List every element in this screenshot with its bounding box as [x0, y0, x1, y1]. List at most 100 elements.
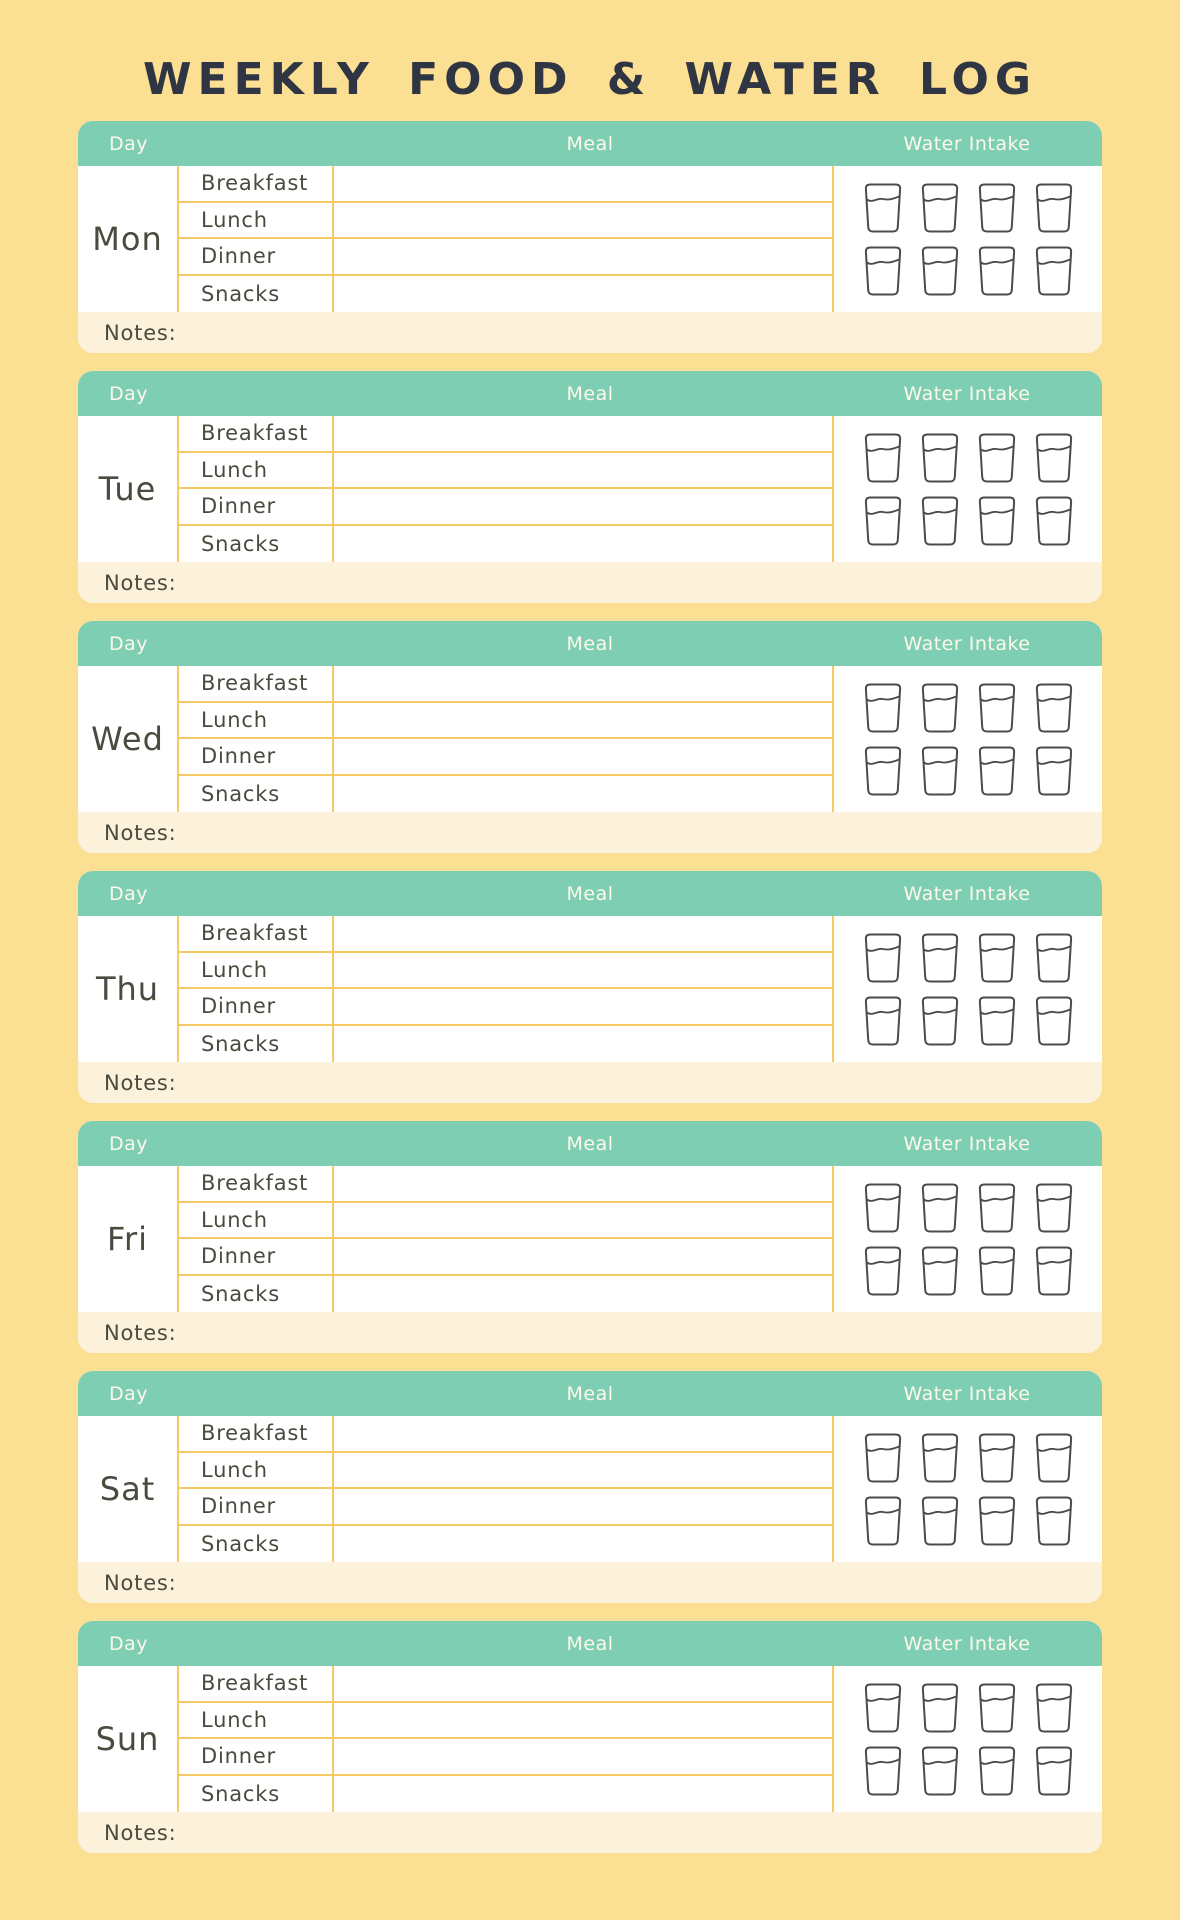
card-header: Day Meal Water Intake [78, 1621, 1102, 1666]
water-glass-icon[interactable] [864, 933, 902, 983]
meal-entry-field[interactable] [334, 203, 832, 238]
meal-entry-field[interactable] [334, 666, 832, 701]
water-glass-icon[interactable] [921, 1246, 959, 1296]
water-glass-icon[interactable] [921, 1496, 959, 1546]
water-glass-icon[interactable] [1035, 1433, 1073, 1483]
water-glass-icon[interactable] [921, 1683, 959, 1733]
water-glass-icon[interactable] [921, 433, 959, 483]
meal-entry-field[interactable] [334, 916, 832, 951]
meal-entry-field[interactable] [334, 1239, 832, 1274]
water-glass-icon[interactable] [978, 433, 1016, 483]
water-glass-icon[interactable] [864, 1746, 902, 1796]
meal-entry-field[interactable] [334, 739, 832, 774]
water-glass-icon[interactable] [1035, 1246, 1073, 1296]
water-glass-icon[interactable] [864, 996, 902, 1046]
meal-entry-field[interactable] [334, 1666, 832, 1701]
meal-entry-field[interactable] [334, 1166, 832, 1201]
meal-row: Breakfast [179, 1166, 832, 1203]
water-glass-icon[interactable] [1035, 1683, 1073, 1733]
water-glass-icon[interactable] [864, 1496, 902, 1546]
meal-entry-field[interactable] [334, 953, 832, 988]
notes-field[interactable] [177, 1812, 1102, 1853]
meal-entry-field[interactable] [334, 1776, 832, 1813]
water-glass-icon[interactable] [978, 1683, 1016, 1733]
water-glass-icon[interactable] [864, 683, 902, 733]
water-glass-icon[interactable] [921, 1183, 959, 1233]
water-glass-icon[interactable] [978, 246, 1016, 296]
meal-entry-field[interactable] [334, 989, 832, 1024]
water-glass-icon[interactable] [921, 246, 959, 296]
water-glass-icon[interactable] [864, 1246, 902, 1296]
water-glass-icon[interactable] [1035, 683, 1073, 733]
water-glass-icon[interactable] [1035, 1746, 1073, 1796]
card-body: Fri Breakfast Lunch Dinner Snacks [78, 1166, 1102, 1312]
meal-label: Dinner [179, 739, 334, 774]
water-glass-icon[interactable] [921, 996, 959, 1046]
water-glass-icon[interactable] [978, 183, 1016, 233]
water-glass-icon[interactable] [1035, 183, 1073, 233]
water-glass-icon[interactable] [921, 496, 959, 546]
notes-field[interactable] [177, 312, 1102, 353]
water-glass-icon[interactable] [1035, 996, 1073, 1046]
water-glass-icon[interactable] [978, 683, 1016, 733]
meal-entry-field[interactable] [334, 526, 832, 563]
water-glass-icon[interactable] [978, 996, 1016, 1046]
water-glass-icon[interactable] [1035, 1496, 1073, 1546]
meal-entry-field[interactable] [334, 703, 832, 738]
water-glass-icon[interactable] [1035, 496, 1073, 546]
water-glass-icon[interactable] [1035, 433, 1073, 483]
meal-entry-field[interactable] [334, 416, 832, 451]
water-glass-icon[interactable] [921, 746, 959, 796]
meal-entry-field[interactable] [334, 1026, 832, 1063]
water-glass-icon[interactable] [864, 183, 902, 233]
water-glass-icon[interactable] [921, 1746, 959, 1796]
water-glass-icon[interactable] [978, 1183, 1016, 1233]
water-glass-icon[interactable] [978, 746, 1016, 796]
meal-entry-field[interactable] [334, 1276, 832, 1313]
water-glass-icon[interactable] [921, 1433, 959, 1483]
meal-entry-field[interactable] [334, 1203, 832, 1238]
water-glass-icon[interactable] [978, 1246, 1016, 1296]
water-glass-icon[interactable] [864, 1433, 902, 1483]
notes-field[interactable] [177, 562, 1102, 603]
water-glass-icon[interactable] [1035, 1183, 1073, 1233]
water-glass-icon[interactable] [978, 933, 1016, 983]
water-glass-icon[interactable] [921, 683, 959, 733]
notes-field[interactable] [177, 1062, 1102, 1103]
meal-entry-field[interactable] [334, 776, 832, 813]
water-glass-icon[interactable] [1035, 933, 1073, 983]
meal-entry-field[interactable] [334, 1526, 832, 1563]
water-glass-icon[interactable] [864, 1183, 902, 1233]
meal-entry-field[interactable] [334, 1416, 832, 1451]
water-glass-icon[interactable] [921, 933, 959, 983]
water-glass-icon[interactable] [978, 1746, 1016, 1796]
meal-entry-field[interactable] [334, 453, 832, 488]
water-glass-icon[interactable] [864, 746, 902, 796]
meal-entry-field[interactable] [334, 239, 832, 274]
notes-field[interactable] [177, 1562, 1102, 1603]
water-glass-icon[interactable] [978, 496, 1016, 546]
meal-entry-field[interactable] [334, 1453, 832, 1488]
water-glass-icon[interactable] [978, 1496, 1016, 1546]
meal-label: Dinner [179, 989, 334, 1024]
meal-row: Dinner [179, 739, 832, 776]
water-glass-icon[interactable] [1035, 246, 1073, 296]
meal-entry-field[interactable] [334, 1739, 832, 1774]
water-glass-icon[interactable] [1035, 746, 1073, 796]
water-glass-icon[interactable] [864, 496, 902, 546]
meal-entry-field[interactable] [334, 489, 832, 524]
meal-grid: Breakfast Lunch Dinner Snacks [179, 1666, 832, 1812]
water-glass-icon[interactable] [978, 1433, 1016, 1483]
notes-row: Notes: [78, 562, 1102, 603]
notes-field[interactable] [177, 812, 1102, 853]
meal-entry-field[interactable] [334, 166, 832, 201]
water-glass-icon[interactable] [864, 246, 902, 296]
water-glass-icon[interactable] [864, 433, 902, 483]
meal-row: Dinner [179, 239, 832, 276]
meal-entry-field[interactable] [334, 1489, 832, 1524]
water-glass-icon[interactable] [864, 1683, 902, 1733]
water-glass-icon[interactable] [921, 183, 959, 233]
notes-field[interactable] [177, 1312, 1102, 1353]
meal-entry-field[interactable] [334, 276, 832, 313]
meal-entry-field[interactable] [334, 1703, 832, 1738]
